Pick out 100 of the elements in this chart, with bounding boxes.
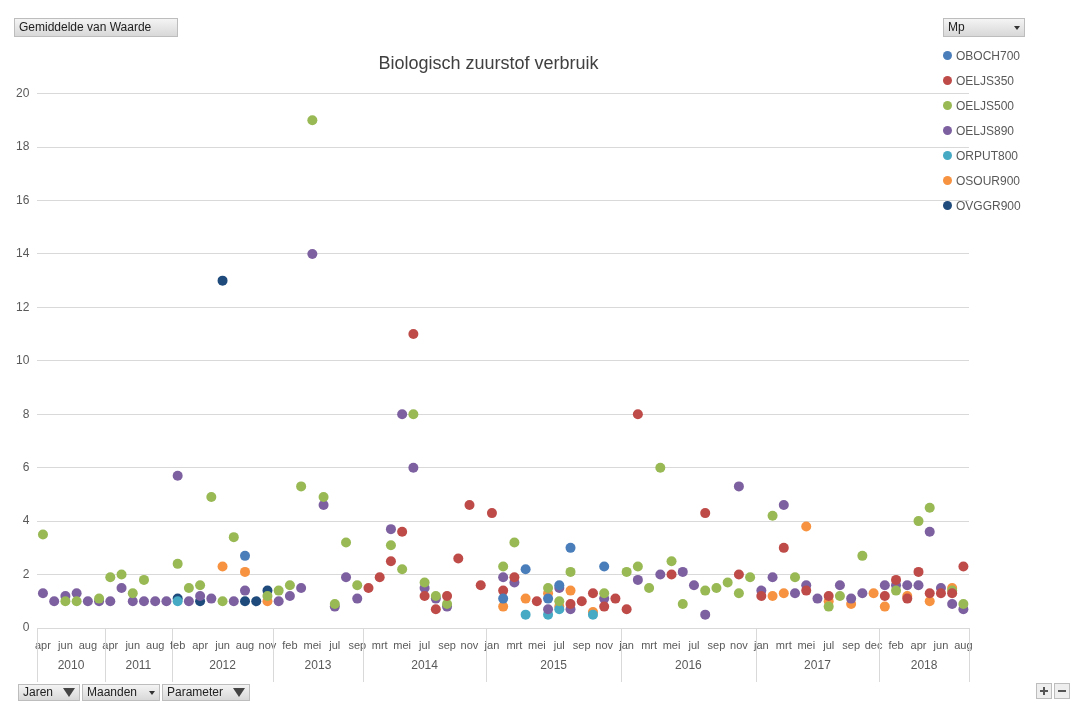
legend-title: Mp <box>948 19 965 36</box>
y-tick-label: 14 <box>15 246 30 261</box>
point <box>453 553 464 564</box>
point <box>397 526 408 537</box>
y-tick-label: 0 <box>22 620 30 635</box>
x-tick-label: jul <box>822 638 835 651</box>
point <box>240 596 251 607</box>
legend-label: OELJS890 <box>956 123 1015 138</box>
point <box>543 593 554 604</box>
text: Gemiddelde van Waarde <box>19 19 152 36</box>
x-tick-label: feb <box>170 638 186 651</box>
point <box>621 566 632 577</box>
point <box>183 582 194 593</box>
point <box>37 529 48 540</box>
point <box>711 582 722 593</box>
point <box>565 598 576 609</box>
x-tick-label: nov <box>258 638 277 651</box>
point <box>610 593 621 604</box>
text: 2016 <box>675 658 703 673</box>
point <box>486 508 497 519</box>
point <box>599 588 610 599</box>
x-tick-label: feb <box>888 638 904 651</box>
point <box>587 588 598 599</box>
x-tick-label: mei <box>303 638 322 651</box>
point <box>621 604 632 615</box>
point <box>879 601 890 612</box>
point <box>71 596 82 607</box>
point <box>565 585 576 596</box>
legend-label: OVGGR900 <box>956 198 1021 213</box>
legend-label: OELJS350 <box>956 73 1015 88</box>
point <box>408 409 419 420</box>
point <box>756 590 767 601</box>
point <box>778 542 789 553</box>
point <box>341 537 352 548</box>
point <box>498 601 509 612</box>
point <box>767 510 778 521</box>
point <box>262 590 273 601</box>
y-tick-label: 20 <box>15 85 30 100</box>
point <box>543 582 554 593</box>
text: 2017 <box>804 658 832 673</box>
point <box>700 508 711 519</box>
x-tick-label: jul <box>552 638 565 651</box>
point <box>498 561 509 572</box>
point <box>924 502 935 513</box>
point <box>240 566 251 577</box>
point <box>217 561 228 572</box>
point <box>284 580 295 591</box>
point <box>599 561 610 572</box>
x-tick-label: jan <box>483 638 500 651</box>
point <box>891 585 902 596</box>
y-tick-label: 18 <box>15 139 30 154</box>
point <box>520 564 531 575</box>
x-tick-label: sep <box>438 638 456 651</box>
point <box>913 566 924 577</box>
x-tick-label: apr <box>910 638 927 651</box>
x-tick-label: jul <box>418 638 431 651</box>
x-tick-label: aug <box>78 638 98 651</box>
x-tick-label: jan <box>618 638 634 651</box>
point <box>385 540 396 551</box>
y-tick-label: 2 <box>22 566 30 581</box>
point <box>464 500 475 511</box>
point <box>520 593 531 604</box>
point <box>240 550 251 561</box>
text: 2010 <box>57 658 85 673</box>
point <box>397 564 408 575</box>
point <box>363 582 374 593</box>
point <box>498 593 509 604</box>
point <box>677 598 688 609</box>
x-tick-label: dec <box>864 638 883 651</box>
legend-label: OSOUR900 <box>956 173 1021 188</box>
x-tick-label: aug <box>146 638 165 651</box>
point <box>868 588 879 599</box>
point <box>801 585 812 596</box>
point <box>666 556 677 567</box>
x-tick-label: jun <box>214 638 230 651</box>
x-tick-label: mei <box>797 638 816 651</box>
x-tick-label: mrt <box>641 638 658 651</box>
x-tick-label: mrt <box>506 638 523 651</box>
point <box>419 590 430 601</box>
point <box>318 492 329 503</box>
point <box>206 492 217 503</box>
point <box>823 601 834 612</box>
y-tick-label: 10 <box>15 353 30 368</box>
point <box>700 585 711 596</box>
point <box>632 561 643 572</box>
point <box>430 604 441 615</box>
point <box>644 582 655 593</box>
point <box>531 596 542 607</box>
point <box>442 590 453 601</box>
point <box>228 532 239 543</box>
point <box>958 598 969 609</box>
text: 2011 <box>125 658 152 673</box>
text: Jaren <box>23 684 54 701</box>
point <box>655 462 666 473</box>
point <box>801 521 812 532</box>
point <box>475 580 486 591</box>
point <box>913 516 924 527</box>
x-tick-label: mrt <box>371 638 388 651</box>
point <box>834 590 845 601</box>
x-tick-label: sep <box>572 638 591 651</box>
